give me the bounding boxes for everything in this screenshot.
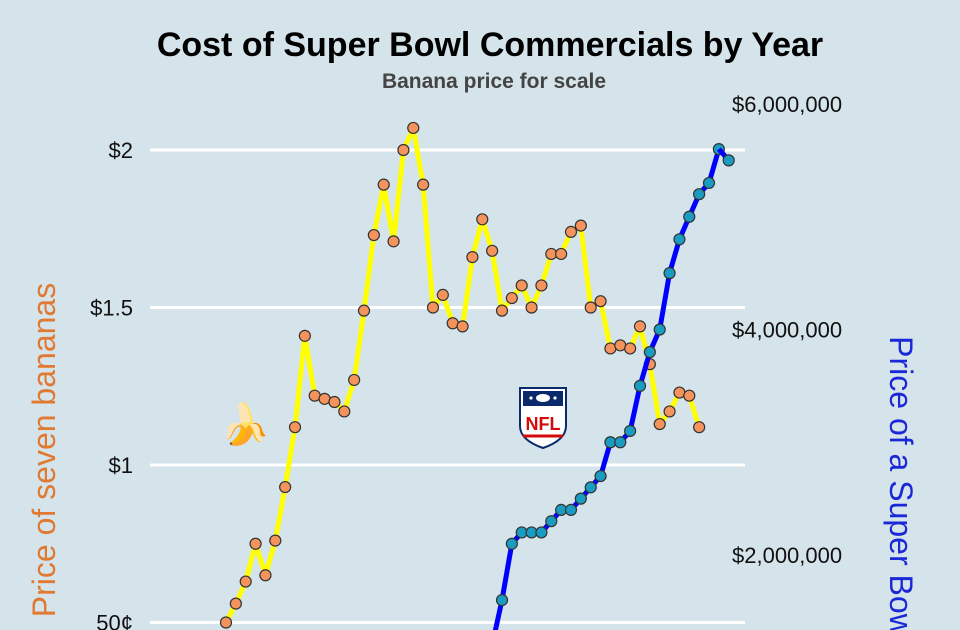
superbowl-data-point	[702, 176, 716, 190]
left-tick-label: $1	[109, 453, 133, 478]
bananas-data-point	[515, 279, 528, 292]
bananas-data-point	[407, 121, 420, 135]
superbowl-data-point	[505, 537, 518, 550]
chart-subtitle: Banana price for scale	[382, 70, 606, 93]
bananas-data-point	[357, 304, 371, 317]
superbowl-data-point	[584, 481, 597, 494]
left-axis-ticks: 50¢ $1 $1.5 $2	[90, 138, 133, 630]
right-tick-label: $4,000,000	[732, 318, 842, 343]
superbowl-data-point	[614, 436, 627, 449]
bananas-data-point	[219, 616, 233, 629]
bananas-data-point	[574, 219, 587, 232]
bananas-data-point	[495, 304, 509, 317]
bananas-data-point	[229, 597, 242, 610]
series-layer	[219, 121, 735, 630]
superbowl-data-point	[673, 233, 686, 246]
bananas-data-point	[653, 417, 666, 431]
superbowl-data-point	[574, 492, 587, 505]
right-axis-label: Price of a Super Bowl	[883, 336, 919, 630]
bananas-data-point	[288, 421, 302, 434]
bananas-data-point	[239, 575, 252, 588]
bananas-data-point	[348, 373, 361, 387]
bananas-data-point	[624, 342, 637, 355]
superbowl-data-point	[693, 188, 706, 201]
bananas-data-point	[535, 279, 548, 292]
bananas-data-point	[387, 235, 400, 248]
superbowl-data-point	[594, 469, 607, 483]
bananas-data-point	[693, 421, 706, 434]
bananas-data-point	[426, 301, 440, 314]
bananas-data-point	[377, 178, 390, 191]
bananas-data-point	[476, 213, 489, 226]
superbowl-data-point	[495, 593, 509, 607]
superbowl-data-point	[633, 379, 647, 392]
superbowl-data-point	[683, 210, 696, 223]
bananas-data-point	[367, 228, 380, 242]
bananas-data-point	[525, 301, 538, 314]
nfl-logo-text: NFL	[526, 414, 561, 434]
superbowl-data-point	[545, 515, 558, 528]
superbowl-data-point	[564, 503, 578, 516]
bananas-data-point	[249, 537, 262, 550]
bananas-data-point	[338, 405, 351, 418]
banana-icon: 🍌	[220, 401, 270, 448]
bananas-data-point	[505, 291, 518, 305]
chart-title: Cost of Super Bowl Commercials by Year	[157, 26, 823, 64]
superbowl-data-point	[653, 323, 666, 336]
bananas-data-point	[486, 244, 499, 257]
bananas-data-point	[298, 329, 311, 342]
nfl-logo-icon: NFL	[519, 387, 567, 450]
bananas-data-point	[279, 480, 292, 494]
left-tick-label: $1.5	[90, 296, 133, 321]
left-tick-label: $2	[109, 138, 133, 163]
bananas-data-point	[397, 143, 410, 157]
bananas-series-line	[223, 125, 702, 624]
bananas-data-point	[633, 320, 647, 333]
superbowl-data-point	[722, 154, 735, 167]
right-tick-label: $6,000,000	[732, 92, 842, 117]
bananas-data-point	[555, 247, 568, 261]
bananas-data-point	[564, 225, 578, 238]
left-axis-label: Price of seven bananas	[26, 283, 62, 617]
bananas-data-point	[663, 405, 676, 418]
bananas-data-point	[683, 389, 696, 402]
right-tick-label: $2,000,000	[732, 543, 842, 568]
bananas-data-point	[436, 288, 449, 301]
bananas-data-point	[466, 251, 479, 264]
superbowl-data-point	[535, 526, 548, 539]
bananas-data-point	[269, 534, 282, 547]
bananas-data-point	[594, 295, 607, 308]
superbowl-data-point	[643, 345, 656, 359]
superbowl-data-point	[663, 267, 676, 280]
bananas-data-point	[328, 395, 341, 409]
left-tick-label: 50¢	[96, 611, 133, 630]
bananas-data-point	[456, 320, 469, 333]
bananas-data-point	[584, 301, 597, 314]
bananas-data-point	[417, 178, 430, 191]
bananas-data-point	[259, 569, 272, 582]
right-axis-ticks: $2,000,000 $4,000,000 $6,000,000	[732, 92, 842, 568]
superbowl-data-point	[624, 424, 637, 438]
